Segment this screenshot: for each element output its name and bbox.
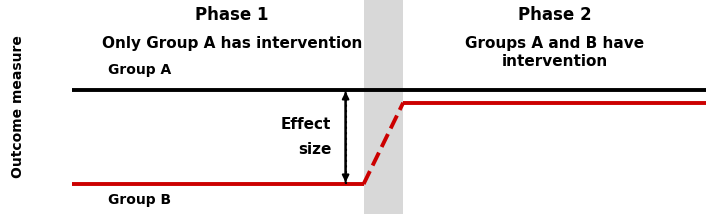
Text: Outcome measure: Outcome measure [11, 36, 25, 178]
Text: Group B: Group B [108, 193, 171, 207]
Bar [364, 0, 403, 214]
Text: Groups A and B have
intervention: Groups A and B have intervention [465, 36, 644, 69]
Text: Phase 2: Phase 2 [518, 6, 591, 24]
Text: Only Group A has intervention: Only Group A has intervention [102, 36, 362, 51]
Text: Phase 1: Phase 1 [195, 6, 269, 24]
Text: Group A: Group A [108, 63, 171, 77]
Text: Effect
size: Effect size [281, 117, 331, 157]
